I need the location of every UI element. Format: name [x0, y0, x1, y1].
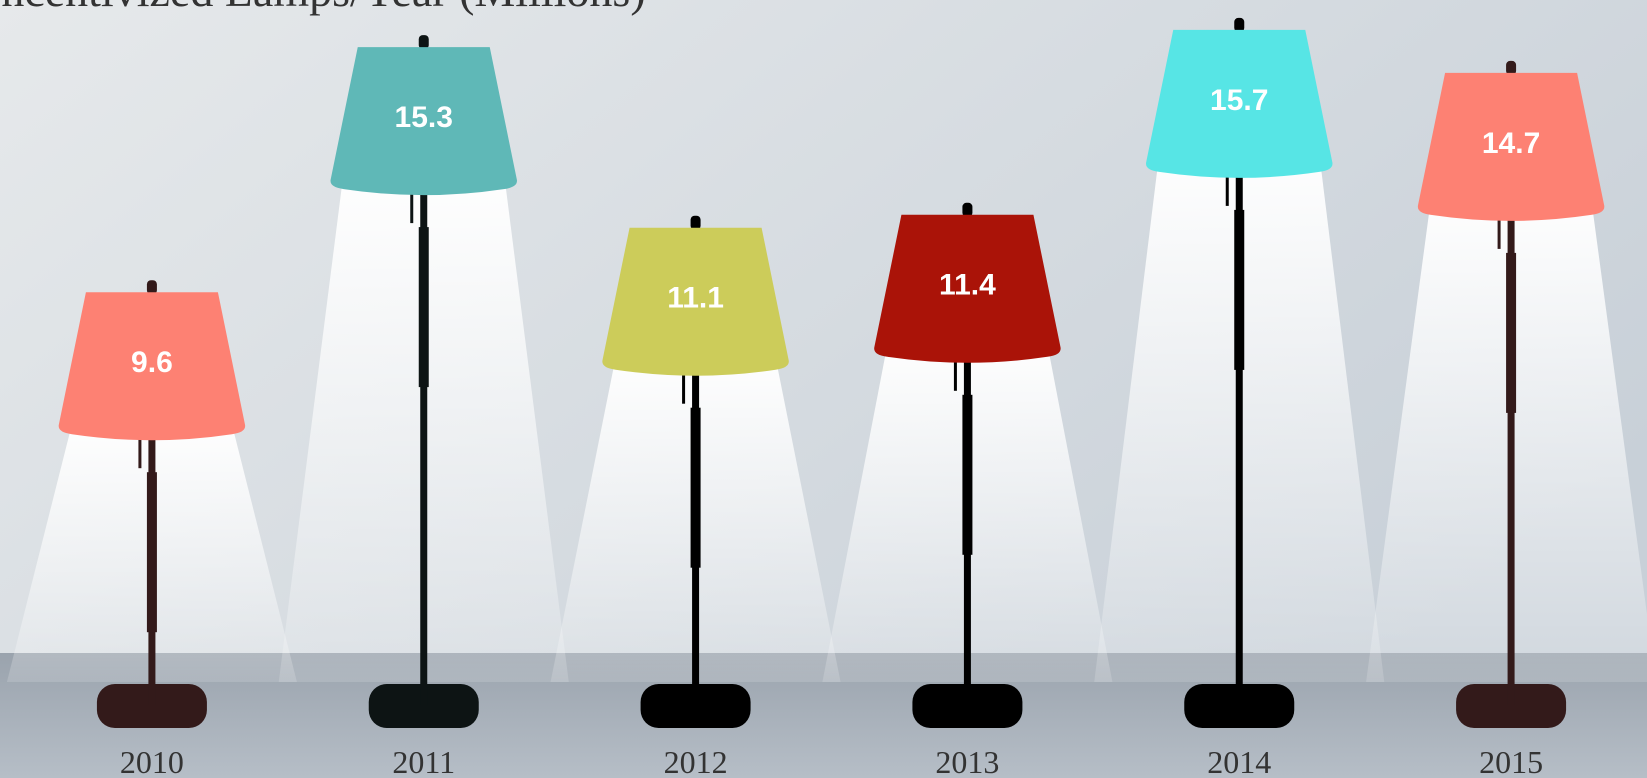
- pole-sleeve: [962, 395, 972, 555]
- chart: Incentivized Lamps/Year (Millions) 9.6 20…: [0, 0, 1647, 778]
- chart-title: Incentivized Lamps/Year (Millions): [0, 0, 646, 16]
- x-tick-label: 2010: [120, 744, 184, 778]
- lamp-knob: [1506, 61, 1516, 75]
- value-label: 15.7: [1210, 84, 1268, 117]
- x-tick-label: 2013: [935, 744, 999, 778]
- value-label: 11.1: [667, 282, 724, 315]
- value-label: 9.6: [131, 346, 173, 379]
- pole-sleeve: [419, 227, 429, 387]
- x-tick-label: 2014: [1207, 744, 1271, 778]
- value-label: 11.4: [939, 269, 996, 302]
- pole-sleeve: [691, 408, 701, 568]
- value-label: 14.7: [1482, 127, 1540, 160]
- lamp-knob: [691, 216, 701, 230]
- x-tick-label: 2012: [664, 744, 728, 778]
- x-tick-label: 2011: [392, 744, 455, 778]
- pole-sleeve: [147, 472, 157, 632]
- lamp-knob: [1234, 18, 1244, 32]
- pole-sleeve: [1506, 253, 1516, 413]
- lamp-knob: [147, 280, 157, 294]
- value-label: 15.3: [395, 101, 453, 134]
- lamp-knob: [419, 35, 429, 49]
- x-tick-label: 2015: [1479, 744, 1543, 778]
- pole-sleeve: [1234, 210, 1244, 370]
- lamp-knob: [962, 203, 972, 217]
